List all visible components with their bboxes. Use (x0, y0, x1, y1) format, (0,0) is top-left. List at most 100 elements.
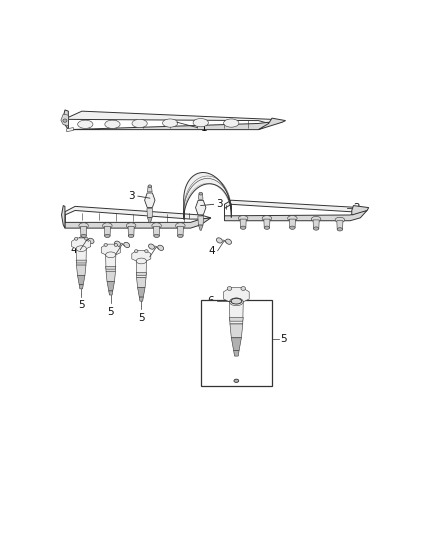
Ellipse shape (199, 192, 202, 195)
Polygon shape (240, 219, 246, 228)
Ellipse shape (264, 226, 270, 229)
Ellipse shape (311, 216, 321, 222)
Text: 5: 5 (107, 306, 114, 317)
Ellipse shape (148, 244, 155, 249)
Polygon shape (61, 114, 68, 126)
Ellipse shape (136, 258, 146, 264)
Ellipse shape (288, 216, 297, 221)
Ellipse shape (240, 226, 246, 229)
Ellipse shape (162, 119, 178, 127)
Polygon shape (224, 208, 367, 221)
Polygon shape (352, 206, 369, 215)
Ellipse shape (88, 238, 94, 244)
Text: 5: 5 (280, 334, 287, 344)
Text: 1: 1 (201, 124, 207, 133)
Text: 2: 2 (353, 204, 360, 213)
Ellipse shape (154, 235, 159, 238)
Ellipse shape (290, 226, 295, 229)
Polygon shape (337, 221, 343, 229)
Polygon shape (106, 255, 116, 271)
Polygon shape (101, 244, 120, 255)
Polygon shape (137, 277, 146, 288)
Polygon shape (132, 251, 151, 261)
FancyBboxPatch shape (201, 300, 272, 386)
Ellipse shape (230, 298, 243, 305)
Ellipse shape (335, 217, 345, 223)
Polygon shape (230, 302, 243, 324)
Polygon shape (198, 216, 204, 225)
Ellipse shape (76, 246, 86, 252)
Polygon shape (104, 227, 110, 236)
Polygon shape (139, 297, 143, 301)
Polygon shape (138, 288, 145, 297)
Polygon shape (65, 206, 211, 219)
Text: 6: 6 (208, 296, 214, 306)
Ellipse shape (227, 287, 232, 290)
Polygon shape (148, 217, 152, 223)
Polygon shape (224, 200, 367, 212)
Polygon shape (81, 227, 87, 236)
Text: 4: 4 (141, 252, 147, 262)
Text: 4: 4 (71, 245, 78, 255)
Polygon shape (145, 193, 155, 207)
Polygon shape (313, 220, 319, 229)
Ellipse shape (134, 249, 138, 253)
Ellipse shape (193, 118, 208, 127)
Polygon shape (77, 265, 86, 276)
Ellipse shape (105, 235, 110, 238)
Ellipse shape (224, 119, 239, 127)
Polygon shape (72, 238, 91, 248)
Ellipse shape (63, 119, 67, 122)
Polygon shape (65, 215, 211, 228)
Polygon shape (154, 227, 159, 236)
Ellipse shape (102, 223, 112, 229)
Ellipse shape (114, 244, 117, 246)
Ellipse shape (176, 223, 185, 229)
Polygon shape (107, 281, 114, 291)
Polygon shape (78, 276, 85, 285)
Ellipse shape (132, 119, 147, 127)
Ellipse shape (81, 235, 86, 238)
Polygon shape (233, 351, 239, 356)
Polygon shape (136, 272, 146, 276)
Ellipse shape (115, 241, 120, 246)
Polygon shape (76, 260, 86, 263)
Ellipse shape (79, 223, 88, 229)
Polygon shape (148, 186, 152, 192)
Ellipse shape (238, 216, 248, 221)
Ellipse shape (178, 235, 183, 238)
Polygon shape (290, 219, 295, 228)
Ellipse shape (106, 252, 116, 257)
Polygon shape (79, 285, 83, 289)
Ellipse shape (152, 223, 161, 229)
Ellipse shape (231, 298, 242, 304)
Ellipse shape (337, 228, 343, 231)
Ellipse shape (104, 244, 107, 246)
Polygon shape (68, 111, 282, 124)
Ellipse shape (262, 216, 272, 221)
Text: 5: 5 (78, 301, 85, 310)
Ellipse shape (127, 223, 136, 229)
Ellipse shape (74, 237, 78, 240)
Polygon shape (198, 225, 203, 230)
Polygon shape (223, 287, 249, 302)
Text: 5: 5 (138, 313, 145, 322)
Polygon shape (177, 227, 184, 236)
Polygon shape (147, 208, 153, 217)
Polygon shape (198, 193, 203, 199)
Polygon shape (230, 324, 243, 338)
Ellipse shape (314, 227, 319, 230)
Ellipse shape (128, 235, 134, 238)
Polygon shape (195, 200, 206, 215)
Polygon shape (264, 219, 270, 228)
Text: 3: 3 (216, 199, 223, 209)
Ellipse shape (234, 379, 239, 383)
Ellipse shape (124, 243, 130, 248)
Ellipse shape (241, 287, 246, 290)
Polygon shape (61, 206, 65, 228)
Ellipse shape (105, 120, 120, 128)
Polygon shape (106, 271, 116, 281)
Polygon shape (109, 291, 113, 295)
Polygon shape (231, 338, 241, 351)
Polygon shape (63, 110, 68, 130)
